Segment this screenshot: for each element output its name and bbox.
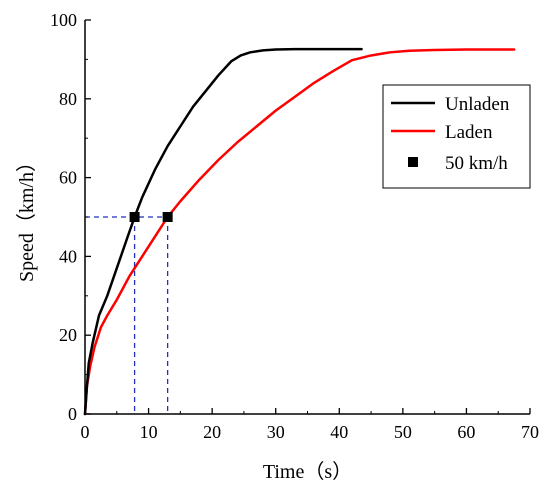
legend-label-unladen: Unladen xyxy=(445,94,510,115)
y-axis-title: Speed（km/h） xyxy=(15,152,38,282)
x-tick-label: 0 xyxy=(81,422,90,442)
legend-label-laden: Laden xyxy=(445,122,493,143)
x-tick-label: 30 xyxy=(267,422,285,442)
y-tick-label: 20 xyxy=(59,325,77,345)
ticks-layer: 0 10 20 30 40 50 60 70 0 20 40 60 80 100 xyxy=(50,10,539,442)
legend: Unladen Laden 50 km/h xyxy=(382,84,531,189)
x-axis-title: Time（s） xyxy=(263,460,352,483)
series-line-unladen xyxy=(83,47,363,416)
x-tick-label: 20 xyxy=(203,422,221,442)
y-tick-label: 60 xyxy=(59,168,77,188)
marker-50kmh-point xyxy=(162,212,173,222)
y-tick-label: 40 xyxy=(59,246,77,266)
x-tick-label: 10 xyxy=(140,422,158,442)
legend-label-50kmh: 50 km/h xyxy=(445,153,508,174)
x-tick-label: 60 xyxy=(457,422,475,442)
x-tick-label: 70 xyxy=(521,422,539,442)
legend-swatch-50kmh-marker xyxy=(408,157,418,167)
plot-layer xyxy=(83,47,516,416)
x-tick-label: 50 xyxy=(394,422,412,442)
x-tick-label: 40 xyxy=(330,422,348,442)
marker-50kmh-point xyxy=(129,212,140,222)
y-tick-label: 100 xyxy=(50,10,77,30)
y-tick-label: 80 xyxy=(59,89,77,109)
series-line-laden xyxy=(83,48,516,416)
y-tick-label: 0 xyxy=(68,404,77,424)
